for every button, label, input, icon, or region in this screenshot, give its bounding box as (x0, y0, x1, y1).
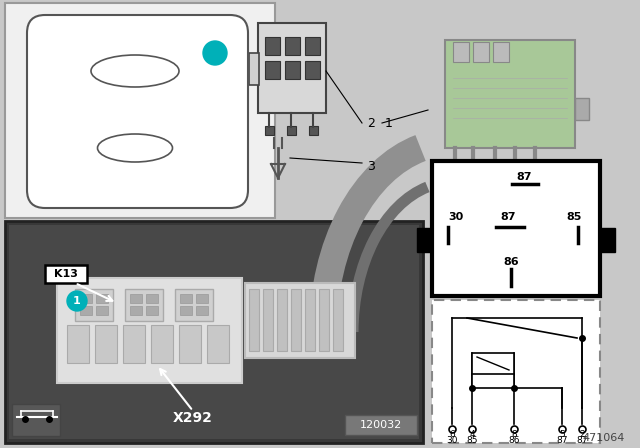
Bar (493, 42, 509, 62)
Bar (180, 306, 192, 315)
Text: 120032: 120032 (360, 420, 402, 430)
Bar (291, 289, 301, 351)
Text: 87: 87 (556, 435, 568, 444)
Text: 2: 2 (367, 116, 375, 129)
Bar (80, 306, 92, 315)
Text: 87: 87 (516, 172, 532, 182)
Circle shape (203, 41, 227, 65)
Text: 30: 30 (448, 211, 463, 221)
Bar (287, 126, 296, 135)
Bar (9, 225, 419, 439)
Bar (196, 294, 208, 303)
Bar (432, 300, 600, 443)
Text: 87: 87 (576, 435, 588, 444)
Text: 1: 1 (211, 47, 220, 60)
Text: 87: 87 (500, 211, 516, 221)
Text: X292: X292 (173, 411, 213, 425)
Text: 4: 4 (469, 430, 475, 439)
Bar (305, 289, 315, 351)
Bar (96, 306, 108, 315)
Text: 1: 1 (385, 116, 393, 129)
Bar (305, 37, 320, 55)
Bar (432, 161, 600, 296)
Bar (123, 325, 145, 363)
Text: 2: 2 (579, 430, 585, 439)
Bar (265, 37, 280, 55)
Bar (75, 289, 113, 321)
Ellipse shape (97, 134, 173, 162)
Ellipse shape (91, 55, 179, 87)
Bar (263, 289, 273, 351)
Bar (67, 325, 89, 363)
Text: 5: 5 (559, 430, 565, 439)
Bar (258, 23, 326, 113)
Bar (12, 404, 60, 436)
Bar (96, 294, 108, 303)
Bar (285, 37, 300, 55)
Circle shape (67, 291, 87, 311)
Bar (130, 294, 142, 303)
Text: 86: 86 (503, 257, 519, 267)
Bar (417, 228, 432, 252)
Text: 1: 1 (73, 296, 81, 306)
Bar (249, 289, 259, 351)
Bar (472, 353, 514, 375)
Bar (5, 3, 275, 218)
Text: 3: 3 (367, 159, 375, 172)
Bar (345, 415, 417, 435)
Text: 86: 86 (508, 435, 520, 444)
Text: 30: 30 (446, 435, 458, 444)
Bar (319, 289, 329, 351)
Bar (309, 126, 318, 135)
Bar (80, 294, 92, 303)
Bar (57, 278, 242, 383)
Bar (472, 374, 514, 388)
Bar (245, 283, 355, 358)
Bar (95, 325, 117, 363)
Bar (179, 325, 201, 363)
Bar (600, 228, 615, 252)
Bar (473, 42, 489, 62)
Bar (265, 126, 274, 135)
Bar (146, 294, 158, 303)
Bar (175, 289, 213, 321)
Bar (45, 265, 87, 283)
Text: 8: 8 (511, 430, 517, 439)
Bar (453, 42, 469, 62)
Bar (277, 289, 287, 351)
Bar (125, 289, 163, 321)
Text: K13: K13 (54, 269, 78, 279)
Text: 85: 85 (467, 435, 477, 444)
Bar (265, 61, 280, 79)
Bar (207, 325, 229, 363)
Text: 471064: 471064 (582, 433, 625, 443)
FancyBboxPatch shape (27, 15, 248, 208)
Bar (445, 40, 575, 148)
Bar (305, 61, 320, 79)
Bar (5, 221, 423, 443)
Bar (180, 294, 192, 303)
Bar (130, 306, 142, 315)
Bar (333, 289, 343, 351)
Bar (146, 306, 158, 315)
Bar (575, 98, 589, 120)
Text: 85: 85 (566, 211, 582, 221)
Bar (151, 325, 173, 363)
Bar (196, 306, 208, 315)
Bar (249, 53, 259, 85)
Text: 6: 6 (449, 430, 455, 439)
Bar (285, 61, 300, 79)
